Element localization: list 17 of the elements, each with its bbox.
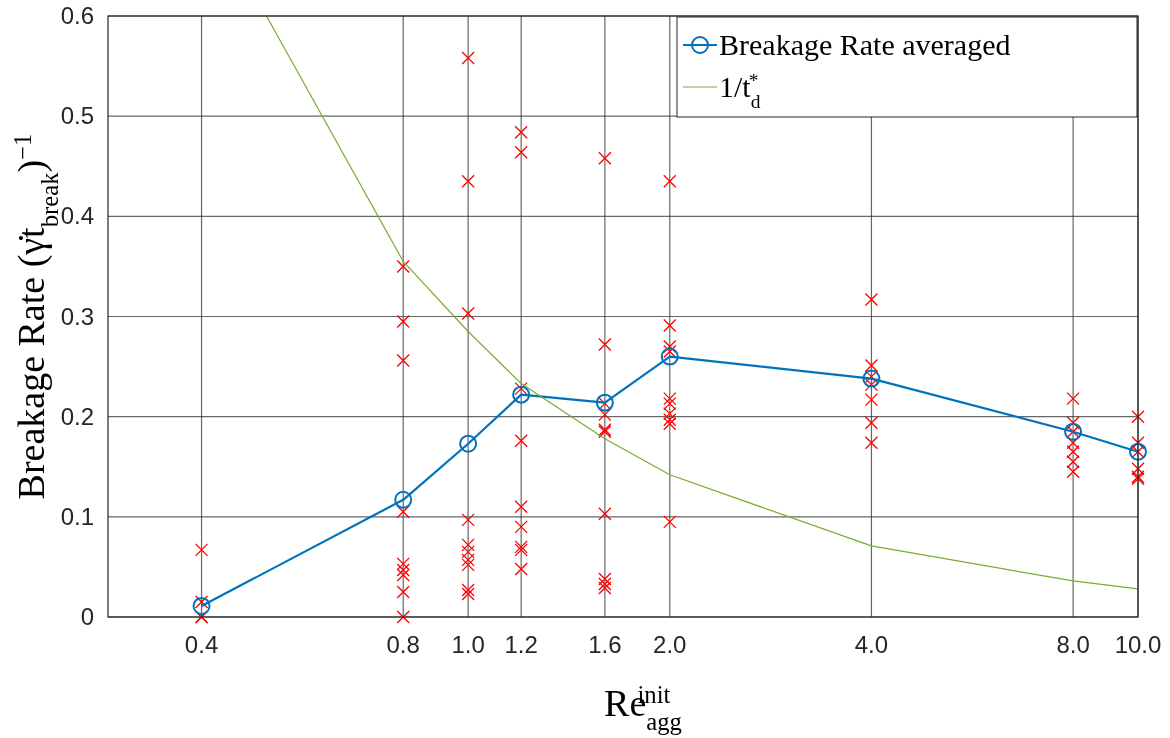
y-tick-label: 0.4 xyxy=(60,202,94,230)
legend-label: Breakage Rate averaged xyxy=(719,28,1011,61)
x-tick-label: 1.6 xyxy=(588,631,622,658)
x-tick-label: 2.0 xyxy=(653,631,687,658)
x-tick-label: 10.0 xyxy=(1114,631,1162,658)
x-tick-label: 4.0 xyxy=(854,631,889,658)
y-tick-label: 0.2 xyxy=(60,402,94,430)
x-tick-label: 1.2 xyxy=(504,631,538,658)
y-tick-label: 0.6 xyxy=(60,2,94,29)
y-tick-label: 0.3 xyxy=(60,302,94,330)
x-tick-label: 0.4 xyxy=(184,631,219,658)
x-tick-label: 8.0 xyxy=(1056,631,1090,658)
x-tick-label: 1.0 xyxy=(451,631,485,658)
y-tick-label: 0.5 xyxy=(60,102,94,130)
y-tick-label: 0 xyxy=(80,603,94,630)
x-tick-label: 0.8 xyxy=(386,631,420,658)
y-tick-label: 0.1 xyxy=(60,502,94,530)
